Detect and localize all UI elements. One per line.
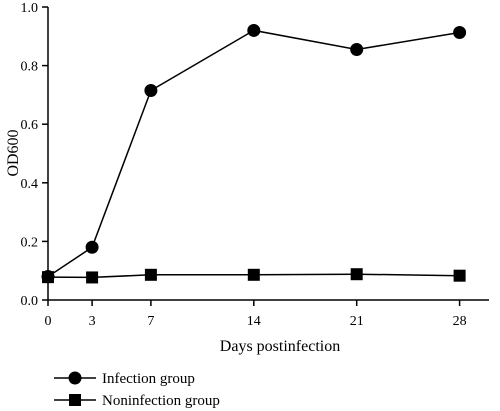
axes xyxy=(47,7,489,301)
y-tick-label: 0.0 xyxy=(21,294,39,309)
x-tick-label: 21 xyxy=(350,314,364,329)
data-point-noninfection-group xyxy=(453,269,466,282)
legend-label-infection: Infection group xyxy=(102,371,195,387)
legend: Infection group Noninfection group xyxy=(54,371,220,409)
data-point-noninfection-group xyxy=(350,268,363,281)
series-line-noninfection-group xyxy=(47,273,460,279)
data-point-noninfection-group xyxy=(42,271,54,284)
data-point-infection-group xyxy=(247,23,261,37)
y-tick-label: 1.0 xyxy=(21,1,39,16)
legend-marker-noninfection xyxy=(69,394,81,406)
legend-item-infection: Infection group xyxy=(54,371,195,387)
x-tick-label: 28 xyxy=(453,314,467,329)
legend-label-noninfection: Noninfection group xyxy=(102,393,220,409)
data-point-noninfection-group xyxy=(86,271,99,284)
y-tick-label: 0.4 xyxy=(21,177,39,192)
data-point-infection-group xyxy=(85,240,99,254)
x-axis-label: Days postinfection xyxy=(220,338,340,355)
data-point-infection-group xyxy=(453,25,467,39)
x-tick-label: 7 xyxy=(147,314,154,329)
series-layer xyxy=(41,23,467,284)
y-tick-label: 0.6 xyxy=(21,118,39,133)
series-line-infection-group xyxy=(47,29,460,278)
y-tick-label: 0.2 xyxy=(21,235,39,250)
x-tick-label: 14 xyxy=(247,314,261,329)
legend-item-noninfection: Noninfection group xyxy=(54,393,220,409)
x-tick-label: 0 xyxy=(45,314,52,329)
y-axis-label: OD600 xyxy=(5,129,22,176)
data-point-infection-group xyxy=(350,42,364,56)
x-tick-label: 3 xyxy=(89,314,96,329)
data-point-noninfection-group xyxy=(247,268,260,281)
data-point-infection-group xyxy=(144,84,158,98)
x-ticks: 0 3 7 14 21 28 xyxy=(45,300,467,329)
data-point-noninfection-group xyxy=(144,268,157,281)
y-ticks: 0.0 0.2 0.4 0.6 0.8 1.0 xyxy=(21,1,48,309)
legend-marker-infection xyxy=(68,371,82,385)
y-tick-label: 0.8 xyxy=(21,60,39,75)
